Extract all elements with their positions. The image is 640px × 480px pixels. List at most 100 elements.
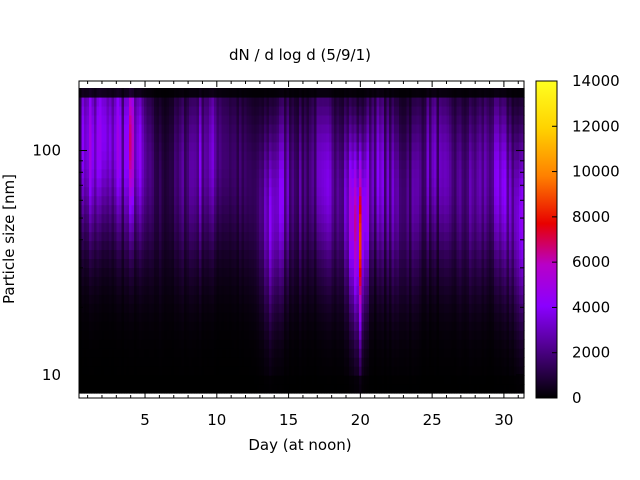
heatmap-cell [134, 249, 138, 260]
heatmap-cell [131, 375, 135, 385]
heatmap-cell [231, 105, 235, 116]
heatmap-cell [89, 150, 93, 161]
heatmap-cell [346, 222, 350, 233]
heatmap-cell [339, 384, 343, 394]
heatmap-cell [269, 384, 273, 394]
heatmap-cell [311, 159, 315, 170]
heatmap-cell [166, 384, 170, 394]
heatmap-cell [359, 213, 363, 224]
heatmap-cell [351, 366, 355, 376]
heatmap-cell [309, 384, 313, 394]
heatmap-cell [154, 276, 158, 286]
heatmap-cell [204, 168, 208, 179]
heatmap-cell [94, 303, 98, 313]
heatmap-cell [116, 375, 120, 385]
heatmap-cell [99, 88, 103, 98]
heatmap-cell [161, 88, 165, 98]
heatmap-cell [204, 321, 208, 331]
heatmap-cell [359, 114, 363, 125]
heatmap-cell [296, 366, 300, 376]
heatmap-cell [184, 150, 188, 161]
heatmap-cell [399, 357, 403, 367]
heatmap-cell [91, 384, 95, 394]
heatmap-cell [229, 204, 233, 215]
heatmap-cell [106, 177, 110, 188]
heatmap-cell [346, 249, 350, 260]
heatmap-cell [414, 240, 418, 251]
heatmap-cell [229, 285, 233, 295]
heatmap-cell [109, 96, 113, 107]
heatmap-cell [231, 114, 235, 125]
heatmap-cell [84, 312, 88, 322]
heatmap-cell [406, 105, 410, 116]
heatmap-cell [281, 357, 285, 367]
heatmap-cell [194, 258, 198, 269]
heatmap-cell [131, 177, 135, 188]
heatmap-cell [331, 384, 335, 394]
heatmap-cell [271, 294, 275, 304]
heatmap-cell [161, 276, 165, 286]
heatmap-cell [421, 357, 425, 367]
heatmap-cell [164, 141, 168, 152]
heatmap-cell [219, 240, 223, 251]
heatmap-cell [284, 258, 288, 269]
heatmap-cell [296, 150, 300, 161]
heatmap-cell [86, 321, 90, 331]
heatmap-cell [244, 132, 248, 143]
heatmap-cell [421, 96, 425, 107]
heatmap-cell [426, 357, 430, 367]
heatmap-cell [336, 231, 340, 242]
heatmap-cell [396, 276, 400, 286]
heatmap-cell [234, 384, 238, 394]
heatmap-cell [191, 141, 195, 152]
heatmap-cell [281, 159, 285, 170]
heatmap-cell [331, 213, 335, 224]
heatmap-cell [324, 195, 328, 206]
heatmap-cell [374, 267, 378, 277]
heatmap-cell [399, 330, 403, 340]
heatmap-cell [264, 114, 268, 125]
heatmap-cell [256, 384, 260, 394]
heatmap-cell [219, 303, 223, 313]
heatmap-cell [431, 294, 435, 304]
heatmap-cell [336, 348, 340, 358]
heatmap-cell [419, 231, 423, 242]
heatmap-cell [246, 330, 250, 340]
heatmap-cell [411, 285, 415, 295]
heatmap-cell [416, 339, 420, 349]
heatmap-cell [441, 357, 445, 367]
heatmap-cell [191, 249, 195, 260]
heatmap-cell [104, 177, 108, 188]
heatmap-cell [94, 159, 98, 170]
heatmap-cell [274, 258, 278, 269]
heatmap-cell [91, 222, 95, 233]
heatmap-cell [356, 321, 360, 331]
heatmap-cell [239, 168, 243, 179]
heatmap-cell [154, 213, 158, 224]
heatmap-cell [201, 105, 205, 116]
heatmap-cell [149, 114, 153, 125]
heatmap-cell [96, 195, 100, 206]
heatmap-cell [264, 294, 268, 304]
heatmap-cell [434, 150, 438, 161]
heatmap-cell [126, 267, 130, 277]
heatmap-cell [306, 276, 310, 286]
heatmap-cell [144, 339, 148, 349]
heatmap-cell [136, 96, 140, 107]
heatmap-cell [401, 141, 405, 152]
heatmap-cell [439, 186, 443, 197]
heatmap-cell [94, 150, 98, 161]
heatmap-cell [349, 321, 353, 331]
heatmap-cell [214, 168, 218, 179]
heatmap-cell [219, 258, 223, 269]
heatmap-cell [444, 303, 448, 313]
heatmap-cell [246, 285, 250, 295]
heatmap-cell [384, 195, 388, 206]
heatmap-cell [186, 204, 190, 215]
heatmap-cell [346, 258, 350, 269]
heatmap-cell [144, 204, 148, 215]
heatmap-cell [256, 375, 260, 385]
heatmap-cell [224, 303, 228, 313]
heatmap-cell [206, 384, 210, 394]
heatmap-cell [391, 357, 395, 367]
